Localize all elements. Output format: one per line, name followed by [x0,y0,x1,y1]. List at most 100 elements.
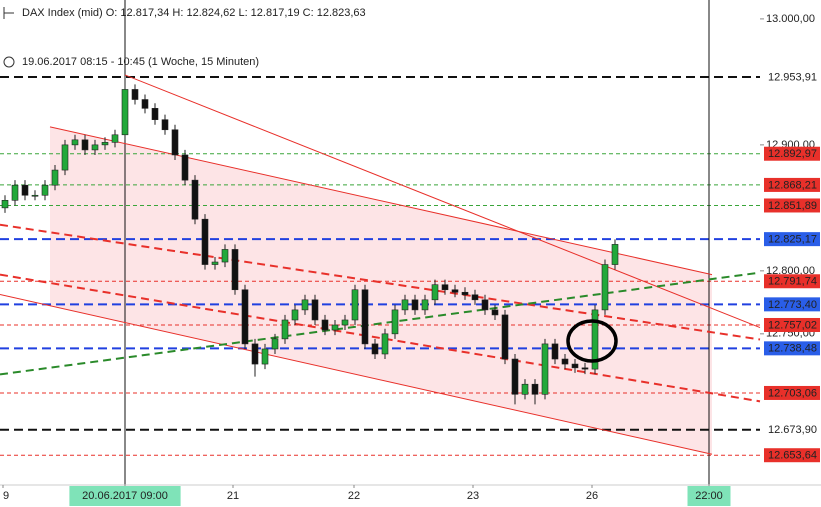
level-label: 12.892,97 [768,148,817,160]
candle-body [591,309,599,370]
level-label-box [764,341,820,356]
candle-body [541,343,549,395]
candle-body [271,338,279,350]
annotation-circle [566,319,618,363]
x-tick-label: 21 [227,490,239,502]
candle-body [421,299,429,311]
level-label-box [764,317,820,332]
level-label-box [764,198,820,213]
x-tick-label: 20.06.2017 09:00 [82,490,168,502]
candle-body [361,289,369,345]
candle-body [611,244,619,265]
clock-icon [3,56,15,68]
candle-body [381,333,389,355]
candle-body [241,289,249,345]
level-label-box [764,297,820,312]
candle-body [91,144,99,151]
candle-body [491,309,499,316]
candle-body [561,358,569,365]
candle-body [141,99,149,109]
y-tick-label: 12.800,00 [766,265,815,277]
level-label: 12.653,64 [768,450,817,462]
x-tick-label: 22 [348,490,360,502]
candle-body [441,284,449,291]
x-tick-label: 9 [3,490,9,502]
x-tick-highlight [687,486,731,506]
candle-body [471,294,479,301]
candle-body [351,289,359,321]
candle-body [71,139,79,146]
candle-body [131,89,139,100]
level-label-box [764,69,820,84]
candle-body [21,184,29,196]
candle-body [321,319,329,331]
trend-line [0,271,761,376]
candle-body [41,184,49,196]
candle-body [311,299,319,321]
trend-line [49,126,713,276]
level-label: 12.703,06 [768,387,817,399]
candle-body [151,108,159,120]
trend-line [0,223,761,341]
candle-body [451,289,459,293]
candle-body [121,89,129,136]
candle-body [201,218,209,265]
candle-body [301,299,309,311]
candle-body [161,119,169,131]
candle-body [51,169,59,186]
level-label-box [764,232,820,247]
plot-area [0,0,761,485]
candle-body [331,324,339,331]
candle-body [371,343,379,355]
trend-line [0,294,713,455]
x-tick-label: 22:00 [695,490,723,502]
candle-body [501,314,509,360]
candle-body [31,194,39,197]
candle-body [61,144,69,171]
level-label: 12.757,02 [768,319,817,331]
trend-line [0,273,761,403]
level-label-box [764,177,820,192]
time-range: 19.06.2017 08:15 - 10:45 (1 Woche, 15 Mi… [22,56,259,68]
candle-body [11,184,19,201]
candle-body [231,249,239,291]
level-label-box [764,448,820,463]
candle-body [581,367,589,370]
trend-line [124,74,761,328]
candle-body [221,249,229,263]
candle-body [171,129,179,156]
instrument-info: DAX Index (mid) O: 12.817,34 H: 12.824,6… [22,7,366,19]
level-label: 12.953,91 [768,71,817,83]
candle-body [181,154,189,181]
candle-body [281,319,289,340]
candle-body [261,348,269,365]
candle-body [81,139,89,151]
level-label: 12.773,40 [768,299,817,311]
x-tick-highlight [69,486,181,506]
candle-body [401,299,409,311]
candle-body [1,199,9,209]
level-label-box [764,385,820,400]
level-label: 12.851,89 [768,200,817,212]
level-label: 12.791,74 [768,276,817,288]
candle-body [411,299,419,311]
y-tick-label: 13.000,00 [766,13,815,25]
level-label: 12.825,17 [768,234,817,246]
level-label: 12.868,21 [768,179,817,191]
candle-body [571,363,579,369]
x-tick-label: 23 [467,490,479,502]
candle-body [511,358,519,395]
candle-body [101,142,109,146]
candle-body [461,291,469,296]
candle-body [481,299,489,311]
candle-body [251,343,259,365]
candle-body [291,309,299,321]
candle-body [551,343,559,360]
candle-body [391,309,399,335]
level-label-box [764,422,820,437]
level-label-box [764,146,820,161]
x-tick-label: 26 [586,490,598,502]
candle-body [191,179,199,220]
level-label: 12.673,90 [768,424,817,436]
